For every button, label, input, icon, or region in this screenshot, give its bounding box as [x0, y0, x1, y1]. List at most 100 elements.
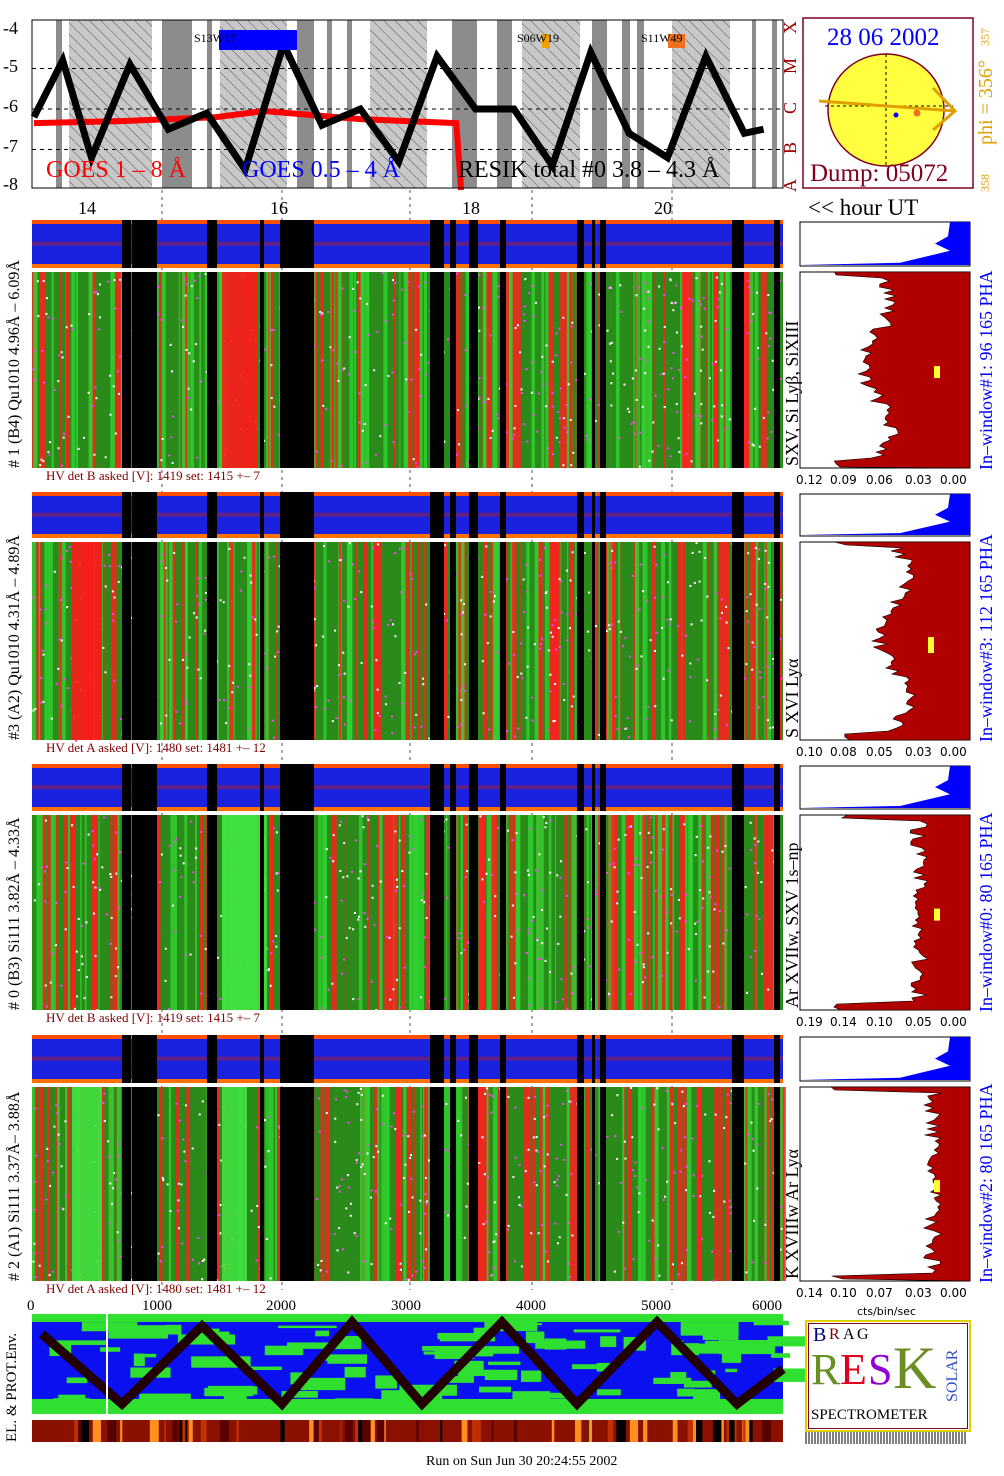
- data-gap: [600, 272, 606, 468]
- hv-status: HV det A asked [V]: 1480 set: 1481 +– 12: [46, 740, 266, 755]
- data-gap: [732, 815, 744, 1010]
- spectral-lines-label: S XVI Lyα: [782, 658, 802, 738]
- integrated-spectrum: [799, 271, 971, 469]
- spectral-lines-label: K XVIIIw Ar Lyα: [782, 1149, 802, 1279]
- data-gap: [132, 815, 157, 1010]
- region-label: S11W49: [641, 31, 683, 45]
- data-gap: [430, 272, 444, 468]
- env-label: EL. & PROT.Env.: [4, 1332, 20, 1442]
- spectrum-time-image: [32, 815, 783, 1012]
- particle-environment-bar: [32, 1420, 783, 1442]
- data-gap-bar: [772, 20, 777, 188]
- y-tick: -4: [3, 18, 18, 38]
- hv-status: HV det B asked [V]: 1419 set: 1415 +– 7: [46, 468, 260, 483]
- data-gap: [500, 815, 506, 1010]
- pha-histogram: [799, 493, 971, 537]
- spectrum-fill: [834, 541, 971, 741]
- data-gap: [122, 1087, 131, 1281]
- data-gap: [732, 272, 744, 468]
- particle-environment-panel: [32, 1314, 834, 1414]
- legend-goes-long: GOES 1 – 8 Å: [46, 157, 187, 183]
- data-gap: [207, 815, 217, 1010]
- data-gap: [280, 272, 314, 468]
- y-tick: -6: [3, 96, 18, 116]
- hour-tick: 20: [654, 198, 672, 218]
- spectral-lines-label: Ar XVIIw, SXV 1s–np: [782, 842, 802, 1009]
- data-gap: [280, 542, 314, 740]
- data-gap: [132, 1087, 157, 1281]
- data-gap: [260, 272, 264, 468]
- data-gap: [500, 542, 506, 740]
- data-gap: [774, 815, 780, 1010]
- dump-number: Dump: 05072: [810, 160, 949, 187]
- integrated-spectrum: [799, 814, 971, 1011]
- spectrum-time-image: [32, 542, 784, 742]
- detector-label: # 1 (B4) Qu1010 4.96Å – 6.09Å: [6, 260, 23, 468]
- class-letter-b: B: [780, 141, 800, 154]
- goes-long-curve: [33, 108, 465, 191]
- data-gap: [450, 1087, 456, 1281]
- env-x-tick: 6000: [752, 1298, 782, 1314]
- spectrum-fill: [833, 271, 971, 469]
- window-marker: [934, 1180, 940, 1193]
- resik-total-curve: [30, 34, 765, 178]
- data-gap: [469, 815, 478, 1010]
- hour-ut-label: << hour UT: [808, 195, 919, 220]
- window-marker: [934, 366, 940, 379]
- data-gap: [122, 542, 131, 740]
- pha-histogram: [799, 765, 971, 810]
- region-marker-orange: [542, 34, 550, 48]
- spectrum-time-image: [32, 272, 783, 469]
- pointing-arrow: [818, 99, 956, 113]
- data-gap-bar: [637, 20, 644, 188]
- orbit-trace: [39, 1315, 786, 1411]
- spectrum-x-tick: 0.06: [866, 473, 893, 487]
- spectrum-x-tick: 0.10: [830, 1286, 857, 1300]
- y-tick: -5: [3, 56, 18, 76]
- data-gap-bar: [207, 20, 212, 188]
- window-marker: [928, 637, 934, 654]
- region-label: S13W17: [194, 31, 236, 45]
- class-letter-a: A: [780, 179, 800, 192]
- region-label: S06W19: [517, 31, 559, 45]
- data-gap: [469, 1087, 478, 1281]
- data-gap: [260, 542, 264, 740]
- data-gap: [430, 815, 444, 1010]
- detector-label: # 0 (B3) Si111 3.82Å – 4.33Å: [6, 817, 23, 1010]
- data-gap: [207, 1087, 217, 1281]
- spectrum-x-tick: 0.19: [796, 1015, 823, 1029]
- spectrum-x-tick: 0.05: [905, 1015, 932, 1029]
- data-gap: [600, 1087, 606, 1281]
- pha-time-strip: [32, 764, 783, 811]
- data-gap: [592, 815, 595, 1010]
- data-gap-bar: [56, 20, 62, 188]
- data-gap: [500, 272, 506, 468]
- class-letter-m: M: [780, 57, 800, 74]
- spectrum-x-tick: 0.14: [830, 1015, 857, 1029]
- data-gap: [577, 815, 584, 1010]
- data-gap: [430, 1087, 444, 1281]
- data-gap-bar: [752, 20, 756, 188]
- in-window-label: In–window#0: 80 165 PHA: [976, 812, 996, 1012]
- pha-time-strip: [32, 220, 783, 268]
- spectrum-time-image: [32, 1087, 786, 1283]
- data-gap: [592, 542, 595, 740]
- spectrum-fill: [833, 814, 971, 1011]
- data-gap-bar: [622, 20, 630, 188]
- spectrum-x-tick: 0.12: [796, 473, 823, 487]
- data-gap: [260, 1087, 264, 1281]
- data-gap: [260, 815, 264, 1010]
- pha-histogram: [799, 221, 971, 267]
- env-x-tick: 2000: [266, 1298, 296, 1314]
- resik-logo: B R A G R E S K SOLAR SPECTROMETER: [805, 1320, 971, 1432]
- pha-histogram: [799, 1036, 971, 1082]
- spectrum-x-tick: 0.07: [866, 1286, 893, 1300]
- data-gap: [207, 272, 217, 468]
- spectrum-x-tick: 0.14: [796, 1286, 823, 1300]
- in-window-label: In–window#1: 96 165 PHA: [976, 270, 996, 470]
- logo-subtitle: SPECTROMETER: [811, 1407, 928, 1423]
- data-gap: [469, 542, 478, 740]
- spectrum-x-label: cts/bin/sec: [857, 1305, 917, 1318]
- hv-status: HV det B asked [V]: 1419 set: 1415 +– 7: [46, 1010, 260, 1025]
